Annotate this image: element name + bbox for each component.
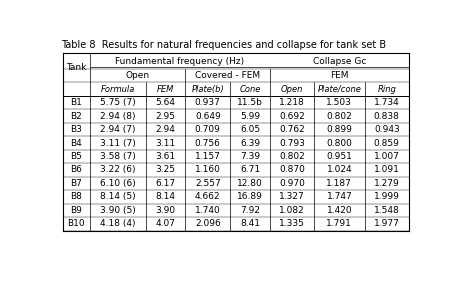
Text: 5.75 (7): 5.75 (7) xyxy=(100,98,135,107)
Text: B4: B4 xyxy=(70,138,82,147)
Text: 6.05: 6.05 xyxy=(240,125,260,134)
Text: 6.10 (6): 6.10 (6) xyxy=(100,179,135,188)
Text: 2.94: 2.94 xyxy=(155,125,175,134)
Text: 1.548: 1.548 xyxy=(373,206,399,215)
Text: 1.218: 1.218 xyxy=(279,98,304,107)
Text: 5.64: 5.64 xyxy=(155,98,175,107)
Text: 16.89: 16.89 xyxy=(237,192,263,201)
Text: FEM: FEM xyxy=(330,71,348,80)
Text: B7: B7 xyxy=(70,179,82,188)
Text: 0.793: 0.793 xyxy=(278,138,304,147)
Text: 7.39: 7.39 xyxy=(240,152,260,161)
Text: Table 8  Results for natural frequencies and collapse for tank set B: Table 8 Results for natural frequencies … xyxy=(61,40,386,50)
Text: 6.17: 6.17 xyxy=(155,179,175,188)
Text: 2.94 (7): 2.94 (7) xyxy=(100,125,135,134)
Text: 4.662: 4.662 xyxy=(195,192,220,201)
Text: 2.557: 2.557 xyxy=(195,179,220,188)
Text: 4.07: 4.07 xyxy=(155,219,175,228)
Text: 8.14 (5): 8.14 (5) xyxy=(100,192,135,201)
Text: B8: B8 xyxy=(70,192,82,201)
Text: Open: Open xyxy=(280,85,302,94)
Text: 0.937: 0.937 xyxy=(195,98,220,107)
Text: 1.187: 1.187 xyxy=(326,179,352,188)
Text: B10: B10 xyxy=(67,219,85,228)
Text: Open: Open xyxy=(125,71,149,80)
Text: 1.747: 1.747 xyxy=(326,192,352,201)
Text: 0.692: 0.692 xyxy=(279,112,304,121)
Text: B1: B1 xyxy=(70,98,82,107)
Text: 11.5b: 11.5b xyxy=(237,98,263,107)
Text: 3.11 (7): 3.11 (7) xyxy=(100,138,135,147)
Text: 0.951: 0.951 xyxy=(326,152,352,161)
Text: 1.160: 1.160 xyxy=(195,166,220,175)
Text: Plate/cone: Plate/cone xyxy=(317,85,360,94)
Text: 0.859: 0.859 xyxy=(373,138,399,147)
Text: 1.007: 1.007 xyxy=(373,152,399,161)
Text: 3.25: 3.25 xyxy=(155,166,175,175)
Text: B9: B9 xyxy=(70,206,82,215)
Text: Ring: Ring xyxy=(376,85,395,94)
Text: 1.740: 1.740 xyxy=(195,206,220,215)
Text: 12.80: 12.80 xyxy=(237,179,263,188)
Text: 2.096: 2.096 xyxy=(195,219,220,228)
Text: B5: B5 xyxy=(70,152,82,161)
Text: 3.61: 3.61 xyxy=(155,152,175,161)
Text: 1.327: 1.327 xyxy=(279,192,304,201)
Text: 3.58 (7): 3.58 (7) xyxy=(100,152,135,161)
Text: 5.99: 5.99 xyxy=(240,112,260,121)
Text: 6.71: 6.71 xyxy=(240,166,260,175)
Text: Tank: Tank xyxy=(66,63,86,72)
Text: B2: B2 xyxy=(70,112,82,121)
Text: 4.18 (4): 4.18 (4) xyxy=(100,219,135,228)
Text: 1.279: 1.279 xyxy=(373,179,399,188)
Text: 1.082: 1.082 xyxy=(279,206,304,215)
Text: 1.335: 1.335 xyxy=(278,219,304,228)
Text: Collapse Gᴄ: Collapse Gᴄ xyxy=(312,57,365,66)
Text: 0.762: 0.762 xyxy=(279,125,304,134)
Text: Formula: Formula xyxy=(100,85,134,94)
Text: 0.800: 0.800 xyxy=(326,138,352,147)
Text: 1.091: 1.091 xyxy=(373,166,399,175)
Text: 0.802: 0.802 xyxy=(326,112,352,121)
Text: 0.756: 0.756 xyxy=(195,138,220,147)
Text: Fundamental frequency (Hz): Fundamental frequency (Hz) xyxy=(115,57,244,66)
Text: Plate(b): Plate(b) xyxy=(191,85,224,94)
Text: 3.90: 3.90 xyxy=(155,206,175,215)
Text: 0.802: 0.802 xyxy=(279,152,304,161)
Text: 1.503: 1.503 xyxy=(326,98,352,107)
Text: 3.11: 3.11 xyxy=(155,138,175,147)
Text: 8.14: 8.14 xyxy=(155,192,175,201)
Text: 7.92: 7.92 xyxy=(240,206,259,215)
Text: 3.90 (5): 3.90 (5) xyxy=(100,206,135,215)
Text: 1.999: 1.999 xyxy=(373,192,399,201)
Text: 1.791: 1.791 xyxy=(326,219,352,228)
Text: Cone: Cone xyxy=(239,85,260,94)
Text: B6: B6 xyxy=(70,166,82,175)
Text: Covered - FEM: Covered - FEM xyxy=(195,71,260,80)
Text: 0.838: 0.838 xyxy=(373,112,399,121)
Text: 1.157: 1.157 xyxy=(195,152,220,161)
Text: 0.943: 0.943 xyxy=(373,125,399,134)
Text: 8.41: 8.41 xyxy=(240,219,259,228)
Text: 0.649: 0.649 xyxy=(195,112,220,121)
Text: B3: B3 xyxy=(70,125,82,134)
Text: 2.95: 2.95 xyxy=(155,112,175,121)
Text: 0.899: 0.899 xyxy=(326,125,352,134)
Text: 0.709: 0.709 xyxy=(195,125,220,134)
Text: FEM: FEM xyxy=(157,85,174,94)
Text: 3.22 (6): 3.22 (6) xyxy=(100,166,135,175)
Text: 2.94 (8): 2.94 (8) xyxy=(100,112,135,121)
Text: 1.734: 1.734 xyxy=(373,98,399,107)
Text: 1.977: 1.977 xyxy=(373,219,399,228)
Text: 6.39: 6.39 xyxy=(240,138,260,147)
Text: 0.870: 0.870 xyxy=(278,166,304,175)
Text: 1.420: 1.420 xyxy=(326,206,352,215)
Text: 1.024: 1.024 xyxy=(326,166,352,175)
Text: 0.970: 0.970 xyxy=(278,179,304,188)
